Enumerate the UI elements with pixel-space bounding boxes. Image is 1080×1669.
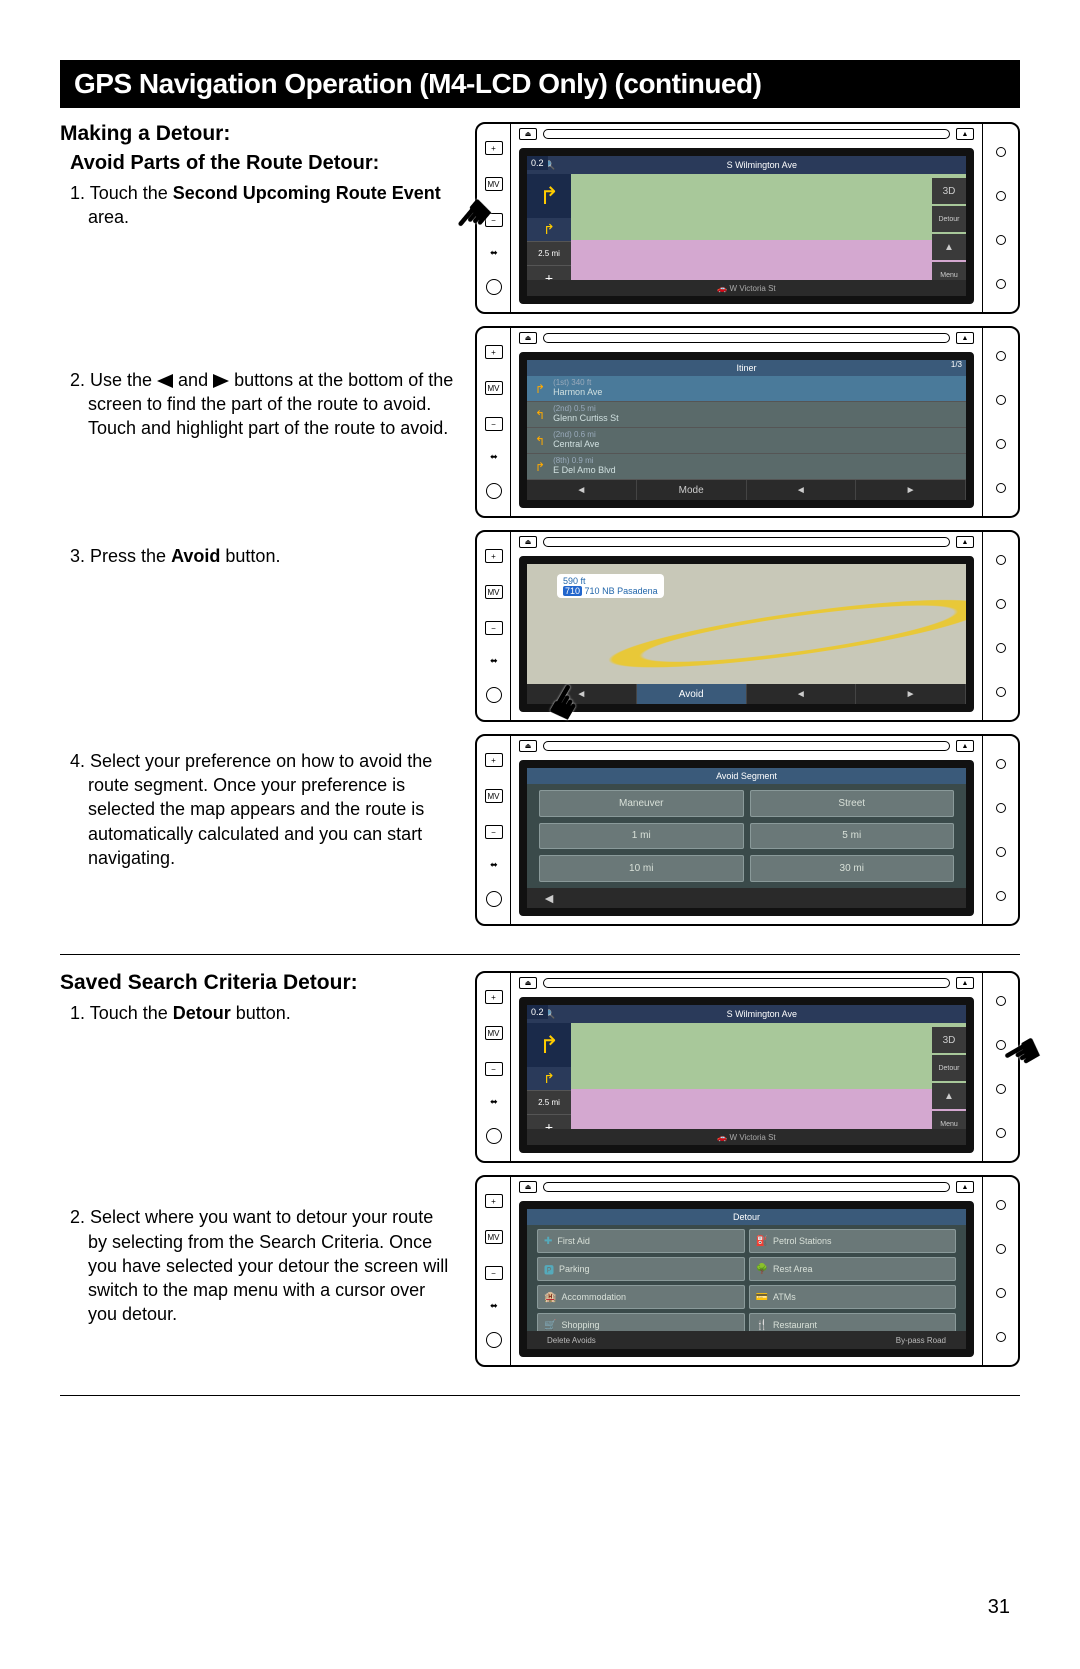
device-mock-6: +MV−⬍ ⏏▲ Detour ✚First Aid ⛽Petrol Stati… [475, 1175, 1020, 1367]
detour-button[interactable]: Detour [932, 1055, 966, 1081]
screen-avoid-map[interactable]: 590 ft710 710 NB Pasadena ◄ Avoid ◄ ► [519, 556, 974, 712]
detour-title: Detour [527, 1209, 966, 1225]
segment-title: Avoid Segment [527, 768, 966, 784]
screen-detour-categories[interactable]: Detour ✚First Aid ⛽Petrol Stations 🅿Park… [519, 1201, 974, 1357]
step3-bold: Avoid [171, 546, 220, 566]
detour-category[interactable]: 🌳Rest Area [749, 1257, 957, 1281]
street-name: S Wilmington Ave [562, 160, 962, 170]
segment-option[interactable]: 10 mi [539, 855, 744, 882]
distance-badge: 0.2 [527, 156, 548, 170]
turn-indicator[interactable]: ↱ [527, 1023, 571, 1067]
avoid-button[interactable]: Avoid [637, 684, 747, 704]
section-title-detour: Making a Detour: [60, 122, 455, 146]
step3-post: button. [220, 546, 280, 566]
position-button[interactable]: ▲ [932, 234, 966, 260]
segment-option[interactable]: 30 mi [750, 855, 955, 882]
s1-pre: 1. Touch the [70, 1003, 173, 1023]
next-button[interactable]: ► [856, 684, 966, 704]
delete-avoids-button[interactable]: Delete Avoids [547, 1331, 596, 1349]
back-button[interactable]: ◄ [527, 480, 637, 500]
screen-map-1[interactable]: 0.2mi🔍S Wilmington Ave ↱ ↱ 2.5 mi + − 3D… [519, 148, 974, 304]
3d-button[interactable]: 3D [932, 178, 966, 204]
s1-post: button. [231, 1003, 291, 1023]
segment-option[interactable]: 5 mi [750, 823, 955, 850]
itinerary-list: ↱(1st) 340 ftHarmon Ave ↰(2nd) 0.5 miGle… [527, 376, 966, 480]
device-mock-5: +MV−⬍ ⏏▲ 0.2mi🔍S Wilmington Ave ↱ ↱ 2.5 … [475, 971, 1020, 1163]
section-subtitle-avoid: Avoid Parts of the Route Detour: [60, 152, 455, 175]
step1-text-post: area. [88, 207, 129, 227]
device-right-panel [982, 124, 1018, 312]
3d-button[interactable]: 3D [932, 1027, 966, 1053]
section-divider [60, 954, 1020, 955]
bottom-street: W Victoria St [730, 1133, 776, 1142]
bottom-street: W Victoria St [730, 284, 776, 293]
step1-text-bold: Second Upcoming Route Event [173, 183, 441, 203]
step-1: 1. Touch the Second Upcoming Route Event… [88, 181, 455, 230]
prev-button[interactable]: ◄ [747, 480, 857, 500]
device-mock-1: ☛ +MV−⬍ ⏏▲ 0.2mi🔍S Wilmington Ave ↱ ↱ 2.… [475, 122, 1020, 314]
next-dist: 2.5 mi [527, 242, 571, 266]
s1-bold: Detour [173, 1003, 231, 1023]
itinerary-row[interactable]: ↱(8th) 0.9 miE Del Amo Blvd [527, 454, 966, 480]
route-badge: 590 ft710 710 NB Pasadena [557, 574, 664, 598]
distance-badge: 0.2 [527, 1005, 548, 1019]
segment-option[interactable]: 1 mi [539, 823, 744, 850]
page-header: GPS Navigation Operation (M4-LCD Only) (… [60, 60, 1020, 108]
screen-itinerary[interactable]: Itiner 1/3 ↱(1st) 340 ftHarmon Ave ↰(2nd… [519, 352, 974, 508]
detour-category[interactable]: 💳ATMs [749, 1285, 957, 1309]
bypass-road-button[interactable]: By-pass Road [896, 1331, 946, 1349]
page-number: 31 [988, 1596, 1010, 1619]
street-name: S Wilmington Ave [562, 1009, 962, 1019]
segment-option[interactable]: Maneuver [539, 790, 744, 817]
position-button[interactable]: ▲ [932, 1083, 966, 1109]
step2-and: and [173, 370, 213, 390]
device-mock-3: +MV−⬍ ⏏▲ 590 ft710 710 NB Pasadena ◄ Avo… [475, 530, 1020, 722]
device-mock-4: +MV−⬍ ⏏▲ Avoid Segment Maneuver Street 1… [475, 734, 1020, 926]
step3-pre: 3. Press the [70, 546, 171, 566]
detour-category[interactable]: 🅿Parking [537, 1257, 745, 1281]
step2-text: 2. Use the [70, 370, 157, 390]
step1-text-pre: 1. Touch the [70, 183, 173, 203]
segment-option[interactable]: Street [750, 790, 955, 817]
step-2: 2. Use the and buttons at the bottom of … [88, 368, 455, 441]
itinerary-title: Itiner [527, 360, 966, 376]
turn-indicator[interactable]: ↱ [527, 174, 571, 218]
section-title-saved: Saved Search Criteria Detour: [60, 971, 455, 995]
prev-button[interactable]: ◄ [747, 684, 857, 704]
itinerary-row[interactable]: ↱(1st) 340 ftHarmon Ave [527, 376, 966, 402]
device-mock-2: +MV−⬍ ⏏▲ Itiner 1/3 ↱(1st) 340 ftHarmon … [475, 326, 1020, 518]
next-button[interactable]: ► [856, 480, 966, 500]
left-arrow-icon [157, 374, 173, 388]
next-turn-button[interactable]: ↱ [527, 218, 571, 242]
detour-button[interactable]: Detour [932, 206, 966, 232]
next-turn-button[interactable]: ↱ [527, 1067, 571, 1091]
itinerary-row[interactable]: ↰(2nd) 0.5 miGlenn Curtiss St [527, 402, 966, 428]
step-s2: 2. Select where you want to detour your … [88, 1205, 455, 1326]
detour-category[interactable]: ⛽Petrol Stations [749, 1229, 957, 1253]
step-s1: 1. Touch the Detour button. [88, 1001, 455, 1025]
detour-category[interactable]: 🏨Accommodation [537, 1285, 745, 1309]
step-3: 3. Press the Avoid button. [88, 544, 455, 568]
mode-button[interactable]: Mode [637, 480, 747, 500]
next-dist: 2.5 mi [527, 1091, 571, 1115]
section-divider [60, 1395, 1020, 1396]
detour-category[interactable]: ✚First Aid [537, 1229, 745, 1253]
step-4: 4. Select your preference on how to avoi… [88, 749, 455, 870]
right-arrow-icon [213, 374, 229, 388]
screen-avoid-segment[interactable]: Avoid Segment Maneuver Street 1 mi 5 mi … [519, 760, 974, 916]
itinerary-row[interactable]: ↰(2nd) 0.6 miCentral Ave [527, 428, 966, 454]
screen-map-2[interactable]: 0.2mi🔍S Wilmington Ave ↱ ↱ 2.5 mi + − 3D… [519, 997, 974, 1153]
back-button[interactable]: ◄ [527, 888, 571, 908]
itinerary-page: 1/3 [951, 360, 962, 369]
